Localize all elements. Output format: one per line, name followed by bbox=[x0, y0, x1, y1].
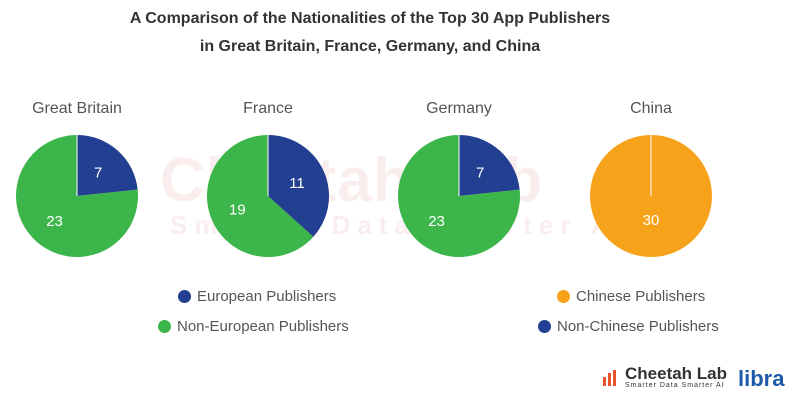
pie-slice-great-britain-european-publishers bbox=[77, 135, 138, 196]
legend-item-chinese: Chinese Publishers bbox=[557, 285, 705, 307]
logo-name: Cheetah Lab bbox=[625, 364, 728, 383]
legend-swatch-chinese bbox=[557, 289, 570, 303]
pie-slice-france-non-european-publishers bbox=[207, 135, 314, 257]
pie-charts: Great Britain 7 23 France 11 19 Germany 7 23 Chin… bbox=[15, 100, 712, 257]
pie-slice-france-european-publishers bbox=[268, 135, 329, 237]
cheetah-logo-icon bbox=[603, 369, 616, 386]
legend-label-non-european: Non-European Publishers bbox=[177, 317, 349, 335]
pie-slice-germany-european-publishers bbox=[459, 135, 520, 196]
legend-item-non-european: Non-European Publishers bbox=[158, 315, 349, 337]
pie-value-china-chinese-publishers: 30 bbox=[643, 212, 660, 229]
legend-swatch-non-chinese bbox=[538, 319, 551, 333]
logo-tagline: Smarter Data Smarter AI bbox=[625, 382, 725, 389]
cheetah-lab-logo: Cheetah Lab Smarter Data Smarter AI bbox=[602, 364, 728, 389]
legend-swatch-non-european bbox=[158, 319, 171, 333]
pie-value-great-britain-non-european-publishers: 23 bbox=[46, 213, 63, 230]
chart-title-line-2: in Great Britain, France, Germany, and C… bbox=[199, 38, 541, 55]
pie-label-great-britain: Great Britain bbox=[32, 100, 122, 117]
pie-label-germany: Germany bbox=[426, 100, 492, 117]
pie-value-germany-non-european-publishers: 23 bbox=[428, 213, 445, 230]
libra-logo: libra bbox=[738, 366, 785, 391]
legend-swatch-european bbox=[178, 289, 191, 303]
pie-label-china: China bbox=[630, 100, 672, 117]
pie-label-france: France bbox=[243, 100, 293, 117]
legend-label-chinese: Chinese Publishers bbox=[576, 287, 706, 305]
legend-item-non-chinese: Non-Chinese Publishers bbox=[538, 315, 719, 337]
pie-value-germany-european-publishers: 7 bbox=[476, 164, 484, 181]
legend-item-european: European Publishers bbox=[178, 285, 336, 307]
pie-value-great-britain-european-publishers: 7 bbox=[94, 164, 102, 181]
chart-title-line-1: A Comparison of the Nationalities of the… bbox=[129, 10, 611, 27]
pie-value-france-european-publishers: 11 bbox=[289, 175, 305, 192]
pie-value-france-non-european-publishers: 19 bbox=[229, 202, 246, 219]
legend-label-european: European Publishers bbox=[197, 287, 337, 305]
legend-label-non-chinese: Non-Chinese Publishers bbox=[557, 317, 719, 335]
